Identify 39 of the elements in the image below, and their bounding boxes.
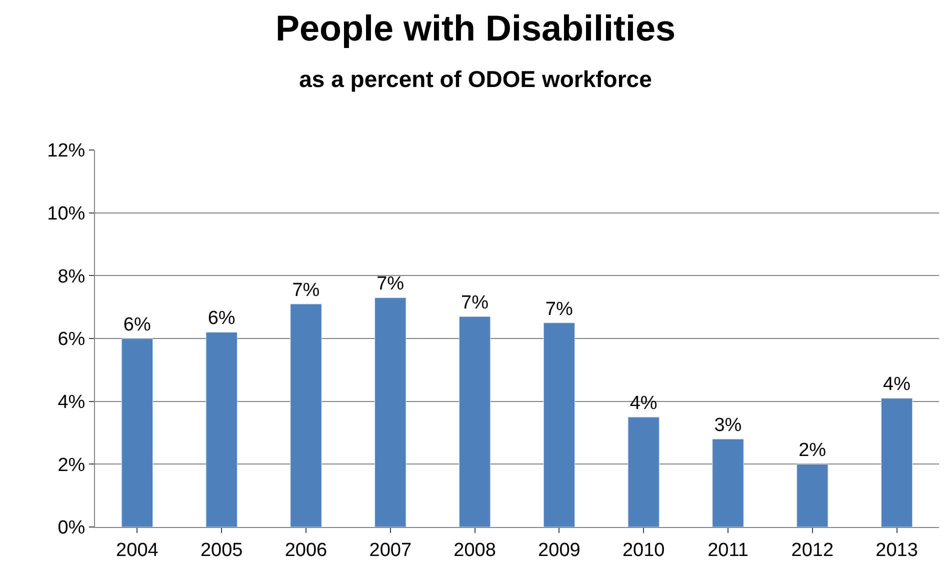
x-tick-label: 2009	[538, 540, 580, 561]
x-tick-label: 2007	[369, 540, 412, 561]
bar	[458, 316, 491, 527]
data-label: 7%	[461, 292, 489, 314]
data-label: 3%	[714, 415, 742, 436]
bar	[206, 332, 238, 527]
bar	[543, 322, 576, 527]
bar	[290, 304, 322, 527]
bar	[374, 297, 406, 527]
bar	[628, 416, 660, 527]
data-label: 7%	[545, 298, 573, 320]
x-tick-label: 2010	[622, 540, 665, 561]
y-tick-label: 2%	[58, 454, 86, 476]
x-tick-label: 2004	[116, 540, 159, 561]
data-label: 2%	[798, 440, 826, 462]
data-label: 4%	[883, 374, 911, 396]
data-label: 7%	[376, 274, 404, 295]
data-label: 6%	[123, 314, 151, 336]
chart-subtitle: as a percent of ODOE workforce	[299, 66, 652, 92]
y-tick-label: 6%	[58, 329, 86, 350]
y-tick-label: 0%	[58, 518, 86, 539]
x-tick-label: 2008	[454, 540, 496, 561]
y-tick-label: 4%	[58, 392, 86, 413]
data-label: 7%	[292, 280, 320, 301]
y-tick-label: 12%	[47, 140, 86, 162]
bar	[796, 464, 828, 527]
bar	[880, 398, 913, 527]
x-tick-label: 2011	[708, 540, 748, 561]
chart-title: People with Disabilities	[275, 7, 676, 48]
data-label: 4%	[630, 393, 658, 414]
x-tick-label: 2006	[284, 540, 328, 561]
x-tick-label: 2013	[876, 540, 918, 561]
bar	[121, 338, 154, 527]
y-tick-label: 10%	[47, 203, 86, 224]
data-label: 6%	[208, 308, 236, 330]
y-tick-label: 8%	[58, 266, 86, 288]
x-tick-label: 2012	[791, 540, 834, 561]
bar	[712, 438, 744, 527]
x-tick-label: 2005	[200, 540, 243, 561]
